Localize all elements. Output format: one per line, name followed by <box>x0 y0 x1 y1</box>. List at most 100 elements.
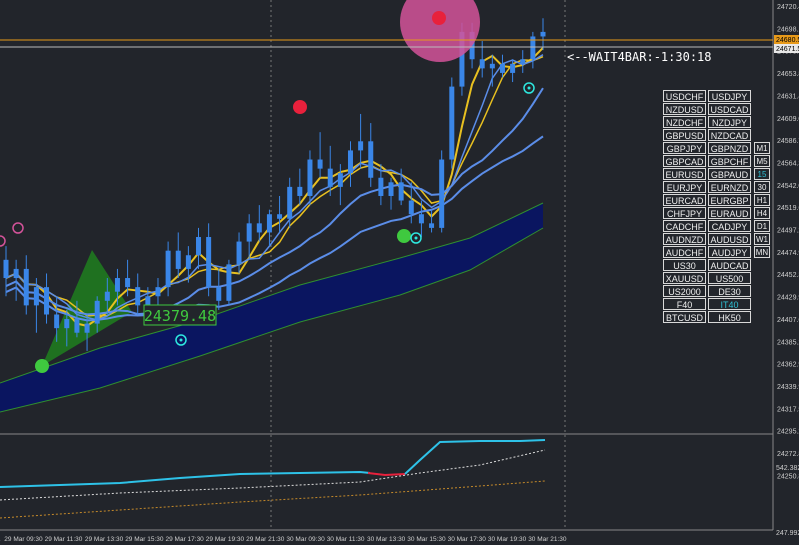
candle-body <box>185 255 191 269</box>
candle-body <box>510 63 516 73</box>
bid-tag: 24680.5 <box>776 37 799 44</box>
symbol-button-nzdusd[interactable]: NZDUSD <box>663 103 706 115</box>
symbol-button-audjpy[interactable]: AUDJPY <box>708 246 751 258</box>
candle-body <box>347 150 353 174</box>
price-tick: 24586.7 <box>777 138 799 145</box>
symbol-row: GBPUSD NZDCAD <box>663 129 771 142</box>
time-label: 29 Mar 2021 <box>0 536 1 543</box>
signal-buy <box>397 229 411 243</box>
timeframe-button-w1[interactable]: W1 <box>754 233 770 245</box>
symbol-button-f40[interactable]: F40 <box>663 298 706 310</box>
green-zone <box>42 250 132 366</box>
time-label: 29 Mar 21:30 <box>246 536 285 543</box>
symbol-button-usdjpy[interactable]: USDJPY <box>708 90 751 102</box>
symbol-button-gbpchf[interactable]: GBPCHF <box>708 155 751 167</box>
symbol-button-gbpjpy[interactable]: GBPJPY <box>663 142 706 154</box>
timeframe-button-h1[interactable]: H1 <box>754 194 770 206</box>
price-tick: 24339.9 <box>777 384 799 391</box>
candle-body <box>23 268 29 306</box>
candle-body <box>327 168 333 187</box>
symbol-button-xauusd[interactable]: XAUUSD <box>663 272 706 284</box>
price-tick: 24362.9 <box>777 362 799 369</box>
symbol-button-audusd[interactable]: AUDUSD <box>708 233 751 245</box>
price-label: 24379.48 <box>144 307 216 325</box>
price-tick: 24519.6 <box>777 205 799 212</box>
symbol-row: F40 IT40 <box>663 298 771 311</box>
symbol-button-eurusd[interactable]: EURUSD <box>663 168 706 180</box>
time-label: 29 Mar 09:30 <box>4 536 43 543</box>
price-tick: 24250.8 <box>777 473 799 480</box>
candle-body <box>104 291 110 301</box>
time-label: 30 Mar 09:30 <box>286 536 325 543</box>
symbol-row: EURUSD GBPAUD 15 <box>663 168 771 181</box>
symbol-button-eurgbp[interactable]: EURGBP <box>708 194 751 206</box>
symbol-button-us30[interactable]: US30 <box>663 259 706 271</box>
candle-body <box>439 159 445 228</box>
symbol-row: EURCAD EURGBP H1 <box>663 194 771 207</box>
band-fill <box>0 203 543 412</box>
candle-body <box>307 159 313 196</box>
symbol-button-nzdjpy[interactable]: NZDJPY <box>708 116 751 128</box>
timeframe-button-m5[interactable]: M5 <box>754 155 770 167</box>
candle-body <box>277 214 283 219</box>
symbol-button-cadchf[interactable]: CADCHF <box>663 220 706 232</box>
symbol-row: US30 AUDCAD <box>663 259 771 272</box>
symbol-button-gbpusd[interactable]: GBPUSD <box>663 129 706 141</box>
symbol-button-us500[interactable]: US500 <box>708 272 751 284</box>
price-tick: 24272.8 <box>777 451 799 458</box>
symbol-button-gbpnzd[interactable]: GBPNZD <box>708 142 751 154</box>
time-label: 30 Mar 17:30 <box>448 536 487 543</box>
symbol-button-gbpaud[interactable]: GBPAUD <box>708 168 751 180</box>
timeframe-button-m1[interactable]: M1 <box>754 142 770 154</box>
candle-body <box>145 296 151 306</box>
candle-body <box>64 319 70 329</box>
price-tick: 24429.9 <box>777 295 799 302</box>
symbol-button-audcad[interactable]: AUDCAD <box>708 259 751 271</box>
timeframe-button-mn[interactable]: MN <box>754 246 770 258</box>
symbol-button-us2000[interactable]: US2000 <box>663 285 706 297</box>
symbol-button-it40[interactable]: IT40 <box>708 298 751 310</box>
candle-body <box>489 63 495 69</box>
symbol-button-btcusd[interactable]: BTCUSD <box>663 311 706 323</box>
symbol-button-eurnzd[interactable]: EURNZD <box>708 181 751 193</box>
candle-body <box>94 300 100 324</box>
symbol-button-cadjpy[interactable]: CADJPY <box>708 220 751 232</box>
symbol-button-hk50[interactable]: HK50 <box>708 311 751 323</box>
timeframe-button-h4[interactable]: H4 <box>754 207 770 219</box>
symbol-row: EURJPY EURNZD 30 <box>663 181 771 194</box>
symbol-button-gbpcad[interactable]: GBPCAD <box>663 155 706 167</box>
candle-body <box>398 182 404 201</box>
candle-body <box>266 214 272 233</box>
candle-body <box>246 223 252 242</box>
symbol-button-usdcad[interactable]: USDCAD <box>708 103 751 115</box>
price-tick: 24720.4 <box>777 4 799 11</box>
time-label: 30 Mar 13:30 <box>367 536 406 543</box>
symbol-button-euraud[interactable]: EURAUD <box>708 207 751 219</box>
symbol-button-nzdcad[interactable]: NZDCAD <box>708 129 751 141</box>
price-tick: 24564.3 <box>777 160 799 167</box>
symbol-button-chfjpy[interactable]: CHFJPY <box>663 207 706 219</box>
candle-body <box>358 141 364 151</box>
symbol-button-eurcad[interactable]: EURCAD <box>663 194 706 206</box>
signal-markers <box>0 0 535 373</box>
symbol-row: CADCHF CADJPY D1 <box>663 220 771 233</box>
timeframe-button-d1[interactable]: D1 <box>754 220 770 232</box>
symbol-button-audnzd[interactable]: AUDNZD <box>663 233 706 245</box>
signal-ring <box>523 82 535 94</box>
symbol-button-audchf[interactable]: AUDCHF <box>663 246 706 258</box>
price-label-box <box>143 304 217 326</box>
price-lines <box>0 39 773 48</box>
candle-body <box>479 59 485 69</box>
highlight-circle <box>400 0 480 62</box>
symbol-button-de30[interactable]: DE30 <box>708 285 751 297</box>
indicator-line-red <box>367 472 406 477</box>
timeframe-button-30[interactable]: 30 <box>754 181 770 193</box>
candle-body <box>13 268 19 279</box>
symbol-button-nzdchf[interactable]: NZDCHF <box>663 116 706 128</box>
timeframe-button-15[interactable]: 15 <box>754 168 770 180</box>
symbol-button-usdchf[interactable]: USDCHF <box>663 90 706 102</box>
symbol-button-eurjpy[interactable]: EURJPY <box>663 181 706 193</box>
bid-tag-bg <box>774 35 799 44</box>
indicator-line <box>404 439 546 475</box>
